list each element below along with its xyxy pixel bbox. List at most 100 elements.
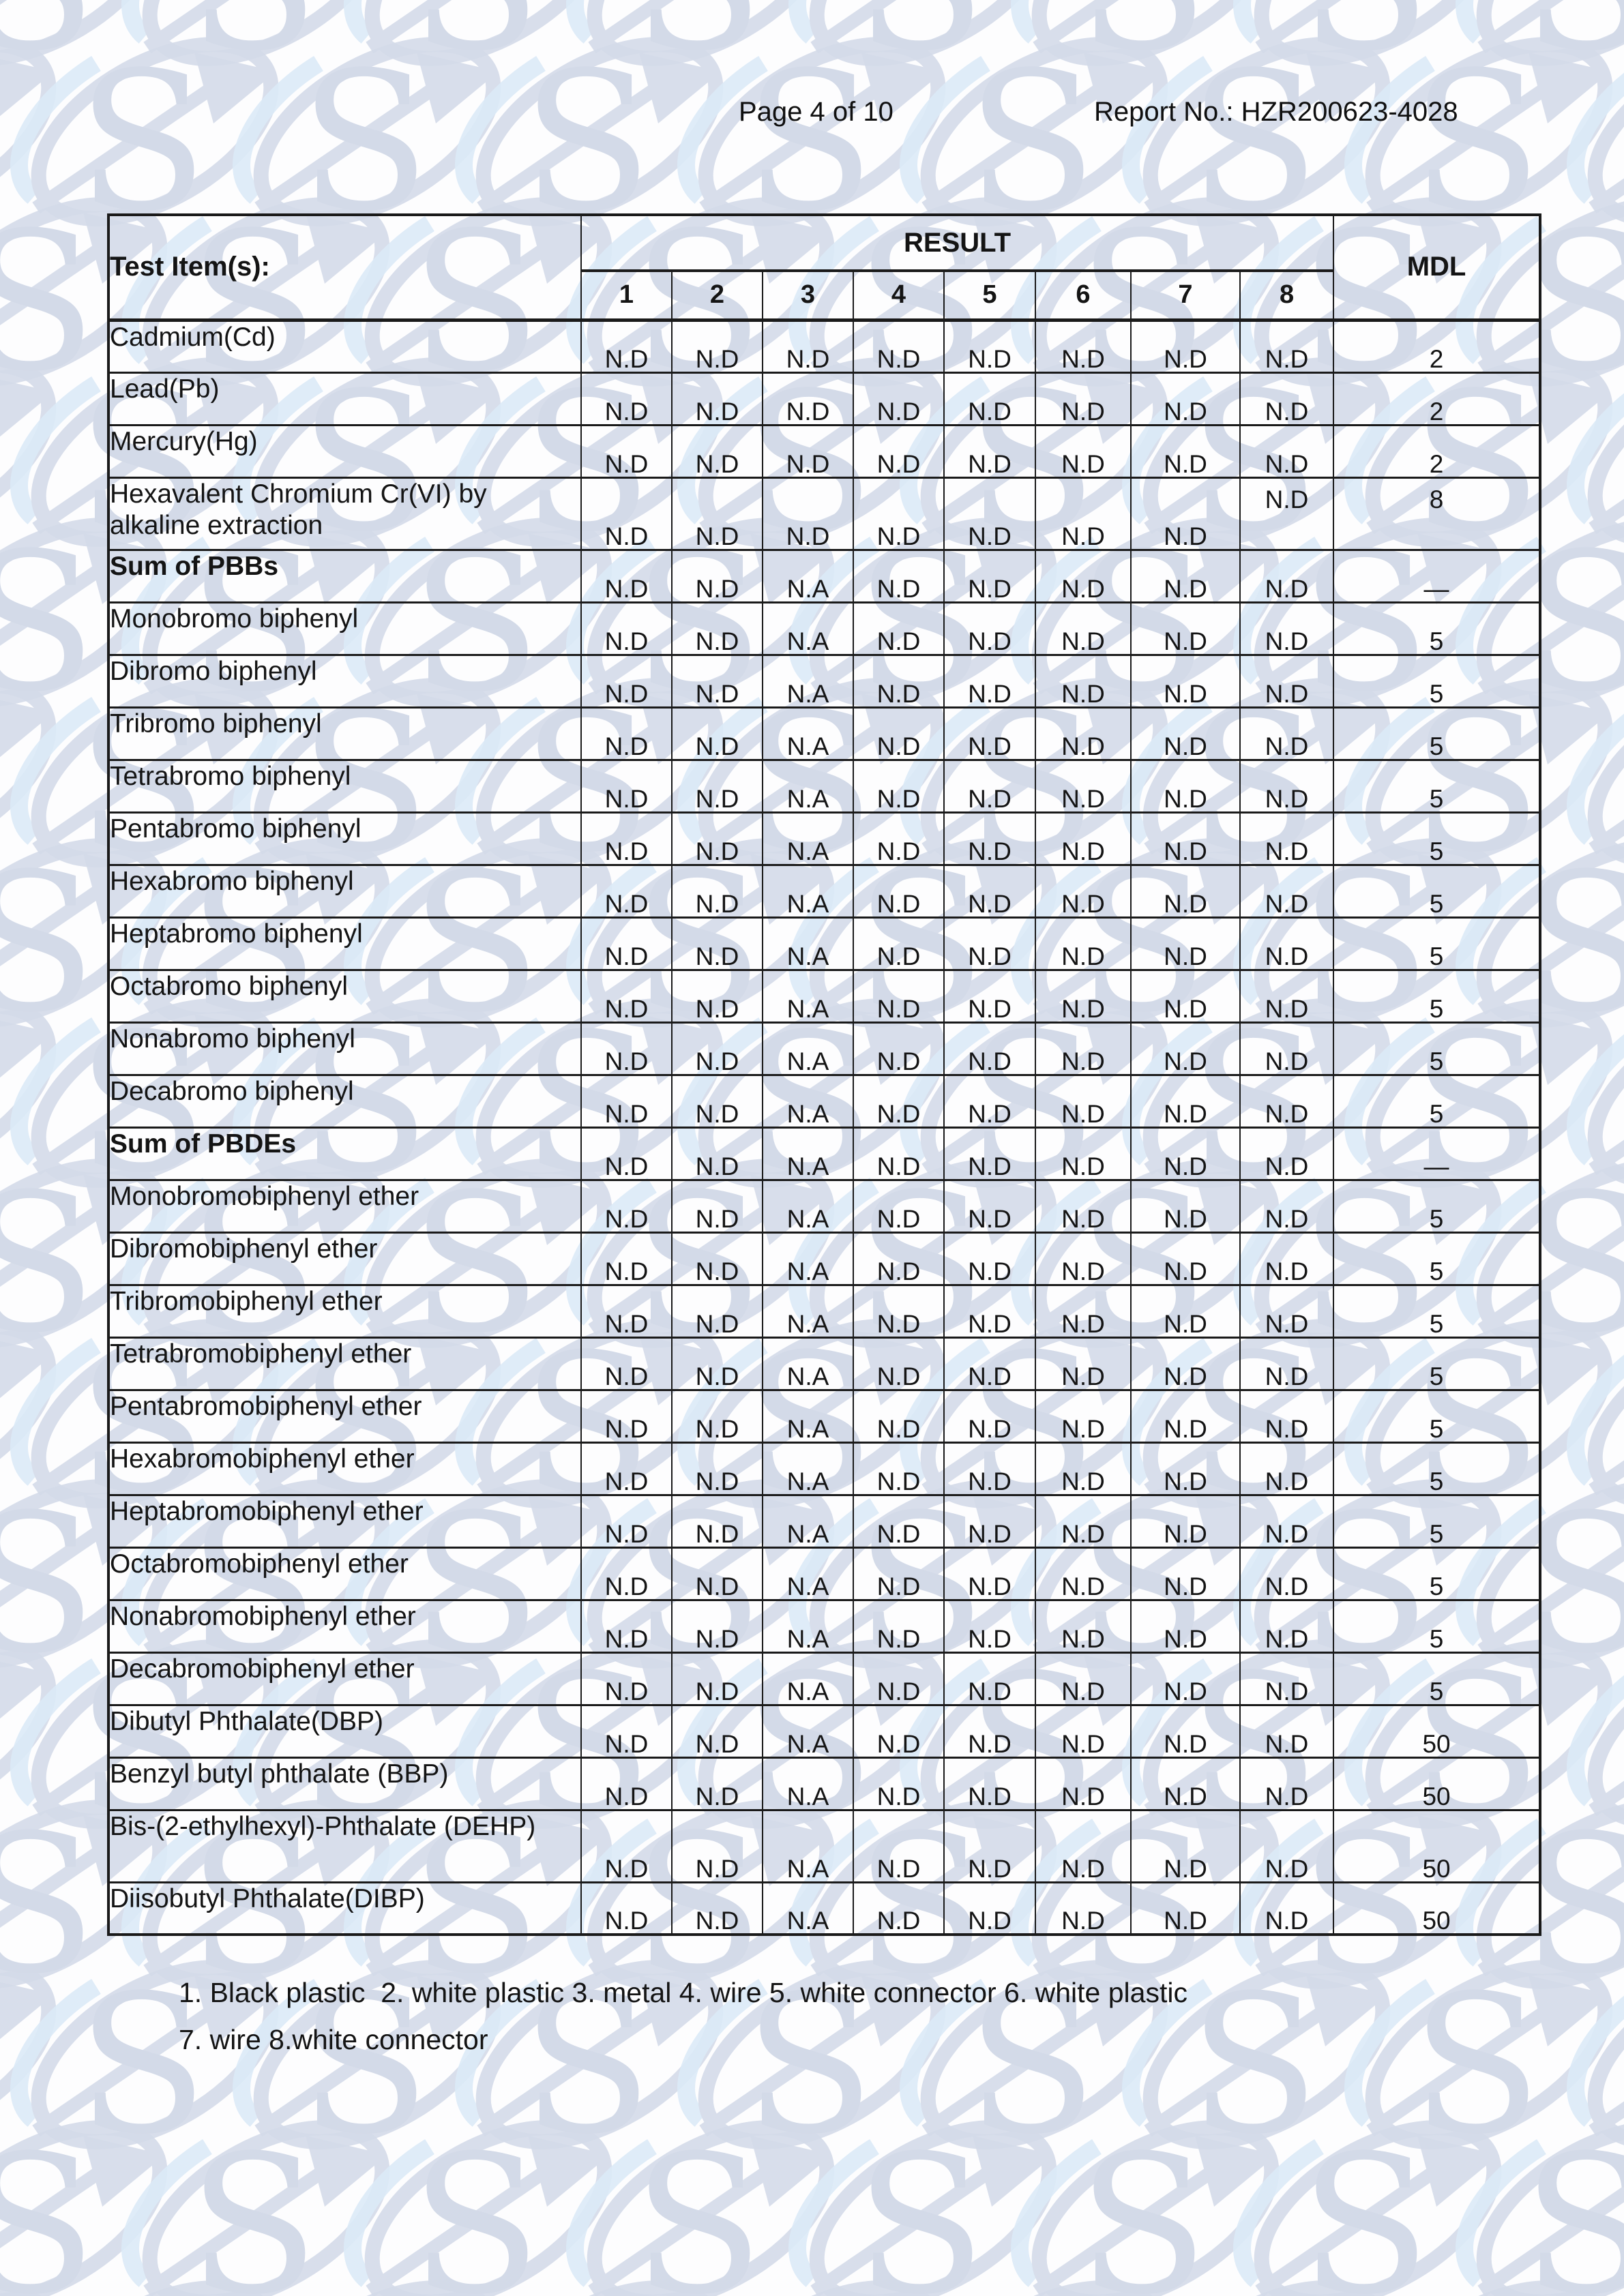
result-value: N.D (671, 1231, 763, 1286)
result-value: N.D (1035, 1808, 1132, 1883)
result-value: N.D (1239, 1231, 1335, 1286)
result-value: N.D (943, 1126, 1036, 1181)
result-value: N.D (1035, 1598, 1132, 1654)
test-item-label: Diisobutyl Phthalate(DIBP) (108, 1881, 582, 1936)
table-row: Lead(Pb) N.D N.D N.D N.D N.D N.D N.D N.D 2 (108, 371, 1541, 426)
result-value: N.D (943, 706, 1036, 761)
watermark-logo: S (1567, 678, 1624, 867)
watermark-logo: S (698, 2275, 946, 2296)
result-value: N.D (1130, 1881, 1241, 1936)
result-value: N.D (853, 1178, 945, 1234)
result-value: N.D (1035, 1703, 1132, 1759)
watermark-logo: S (1567, 1960, 1624, 2149)
result-value: N.D (1130, 601, 1241, 656)
sample-column-header: 3 (762, 269, 854, 322)
table-row: Dibromo biphenyl N.D N.D N.A N.D N.D N.D N.D N.D… (108, 653, 1541, 709)
svg-text:S: S (855, 2115, 986, 2296)
results-table: Test Item(s): RESULT MDL 1 2 3 4 5 6 7 8… (107, 213, 1542, 1936)
result-value: N.D (1239, 1651, 1335, 1706)
result-value: N.D (1130, 548, 1241, 603)
sample-column-header: 1 (580, 269, 673, 322)
result-value: N.D (853, 1493, 945, 1549)
result-value: N.A (762, 863, 854, 919)
result-value: N.D (1130, 1231, 1241, 1286)
result-value: N.D (580, 1021, 673, 1076)
result-value: N.A (762, 916, 854, 971)
result-value: N.D (1239, 968, 1335, 1024)
result-value: N.D (853, 1441, 945, 1496)
watermark-logo: S (1142, 2275, 1391, 2296)
result-value: N.D (853, 423, 945, 479)
result-value: N.D (671, 318, 763, 374)
mdl-value: 5 (1333, 1651, 1541, 1706)
test-item-label: Cadmium(Cd) (108, 318, 582, 374)
watermark-logo: S (1456, 2115, 1624, 2296)
result-value: N.D (943, 758, 1036, 814)
result-value: N.D (943, 548, 1036, 603)
result-value: N.D (853, 1126, 945, 1181)
table-row: Hexabromo biphenyl N.D N.D N.A N.D N.D N.D N.D N… (108, 863, 1541, 919)
test-item-label: Pentabromobiphenyl ether (108, 1388, 582, 1444)
test-item-label: Nonabromobiphenyl ether (108, 1598, 582, 1654)
table-row: Octabromobiphenyl ether N.D N.D N.A N.D N.D N.… (108, 1546, 1541, 1601)
watermark-logo: S (0, 1960, 57, 2149)
result-value: N.D (1035, 706, 1132, 761)
table-row: Benzyl butyl phthalate (BBP) N.D N.D N.A N.D… (108, 1756, 1541, 1811)
sample-column-header: 4 (853, 269, 945, 322)
result-value: N.D (1239, 1126, 1335, 1181)
test-item-label: Pentabromo biphenyl (108, 811, 582, 866)
watermark-logo: S (121, 2115, 390, 2296)
result-value: N.D (943, 1703, 1036, 1759)
table-row: Dibutyl Phthalate(DBP) N.D N.D N.A N.D N.D N.D… (108, 1703, 1541, 1759)
result-value: N.D (1035, 1546, 1132, 1601)
result-value: N.D (580, 1546, 673, 1601)
table-row: Heptabromobiphenyl ether N.D N.D N.A N.D N.D N… (108, 1493, 1541, 1549)
result-value: N.D (1130, 1546, 1241, 1601)
result-value: N.D (580, 653, 673, 709)
result-value: N.D (1035, 601, 1132, 656)
result-value: N.D (580, 1598, 673, 1654)
result-value: N.D (853, 1808, 945, 1883)
result-value: N.A (762, 1021, 854, 1076)
table-row: Decabromobiphenyl ether N.D N.D N.A N.D N.D N.… (108, 1651, 1541, 1706)
test-item-label: Bis-(2-ethylhexyl)-Phthalate (DEHP) (108, 1808, 582, 1883)
watermark-logo: S (0, 2115, 168, 2296)
result-value: N.D (1035, 758, 1132, 814)
result-value: N.D (1239, 863, 1335, 919)
result-value: N.D (671, 1388, 763, 1444)
result-value: N.D (1130, 1283, 1241, 1339)
result-value: N.D (1239, 1336, 1335, 1391)
result-value: N.D (671, 1283, 763, 1339)
result-value: N.D (671, 1073, 763, 1129)
result-value: N.D (1239, 1756, 1335, 1811)
result-value: N.D (580, 863, 673, 919)
result-value: N.D (943, 1336, 1036, 1391)
result-value: N.D (1035, 548, 1132, 603)
result-value: N.D (943, 1178, 1036, 1234)
watermark-logo: S (1122, 1954, 1391, 2158)
svg-text:S: S (1522, 2115, 1624, 2296)
mdl-value: 5 (1333, 811, 1541, 866)
result-value: N.D (853, 1231, 945, 1286)
result-value: N.D (671, 1881, 763, 1936)
result-value: N.A (762, 1178, 854, 1234)
test-item-label: Benzyl butyl phthalate (BBP) (108, 1756, 582, 1811)
result-value: N.D (1035, 1178, 1132, 1234)
result-value: N.D (1035, 1881, 1132, 1936)
footnote-line-2: 7. wire 8.white connector (179, 2024, 488, 2055)
result-value: N.D (580, 968, 673, 1024)
result-value: N.D (1130, 371, 1241, 426)
result-value: N.D (943, 1493, 1036, 1549)
watermark-logo: S (31, 2275, 279, 2296)
table-row: Bis-(2-ethylhexyl)-Phthalate (DEHP) N.D N.… (108, 1808, 1541, 1883)
result-value: N.D (853, 1756, 945, 1811)
result-value: N.D (580, 1388, 673, 1444)
test-item-label: Octabromo biphenyl (108, 968, 582, 1024)
table-row: Sum of PBBs N.D N.D N.A N.D N.D N.D N.D N.D — (108, 548, 1541, 603)
result-value: N.D (943, 968, 1036, 1024)
table-row: Nonabromo biphenyl N.D N.D N.A N.D N.D N.D N.D N… (108, 1021, 1541, 1076)
mdl-value: 5 (1333, 601, 1541, 656)
svg-text:S: S (188, 2115, 319, 2296)
test-item-label: Hexabromo biphenyl (108, 863, 582, 919)
result-value: N.D (1239, 548, 1335, 603)
